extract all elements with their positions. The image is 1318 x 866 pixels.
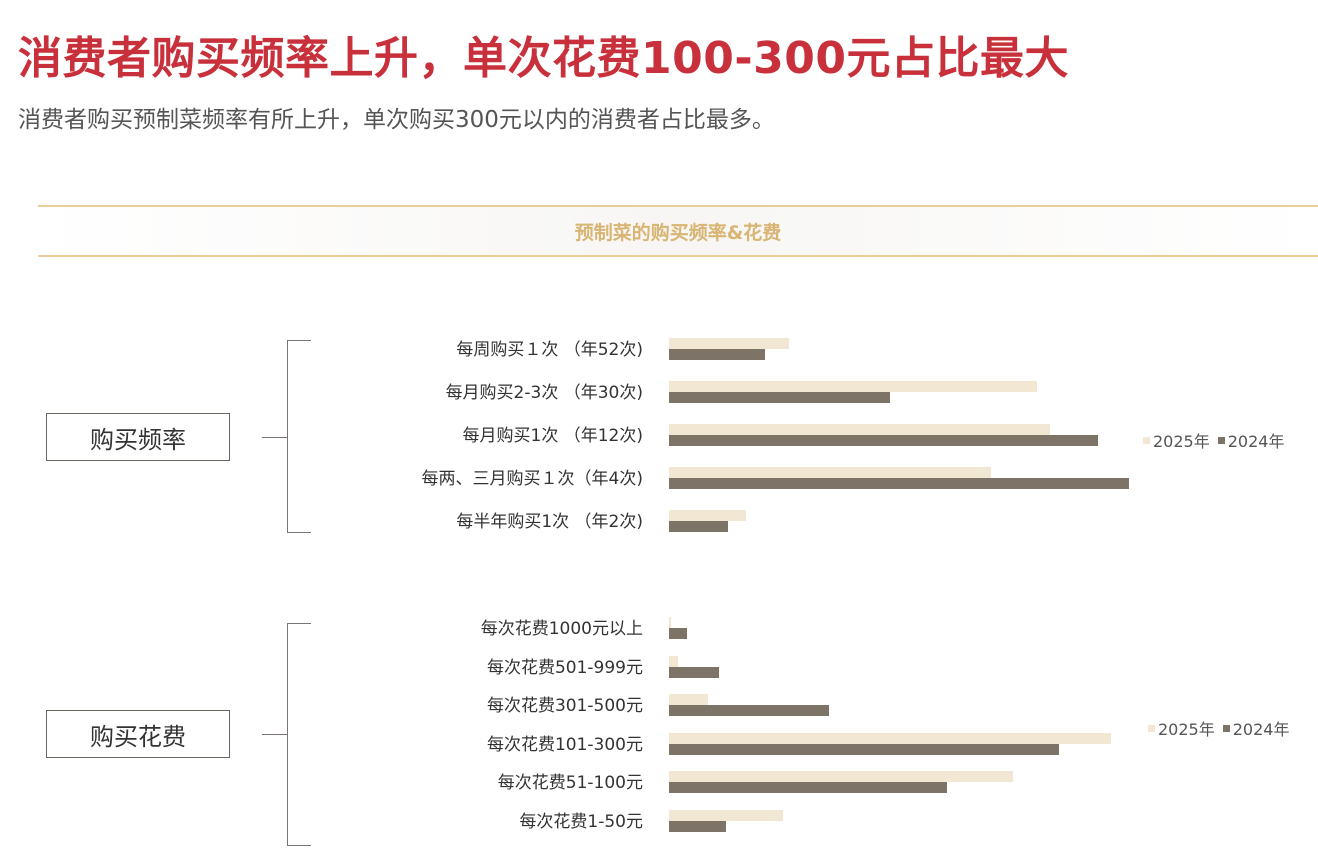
category-label: 每次花费501-999元 — [486, 657, 643, 678]
category-label: 每两、三月购买１次（年4次) — [421, 469, 643, 489]
bar-2025 — [669, 338, 790, 349]
legend-label: 2024年 — [1232, 720, 1290, 739]
banner-title: 预制菜的购买频率&花费 — [574, 221, 782, 244]
category-label: 每次花费301-500元 — [486, 696, 643, 717]
bracket-connector — [262, 734, 288, 735]
bar-2025 — [669, 771, 1013, 783]
bracket-line — [287, 623, 288, 845]
bar-2024 — [669, 666, 720, 678]
bracket-line — [287, 340, 288, 532]
bar-2024 — [669, 743, 1059, 755]
bar-2024 — [669, 392, 891, 403]
bar-2025 — [669, 655, 678, 667]
category-label: 每周购买１次 （年52次) — [456, 340, 643, 360]
legend-swatch — [1148, 724, 1155, 732]
bar-2024 — [669, 478, 1129, 489]
legend-label: 2025年 — [1153, 432, 1210, 451]
category-box: 购买花费 — [46, 710, 230, 758]
bar-2025 — [669, 617, 672, 628]
bracket-top-tick — [287, 623, 311, 624]
page-title: 消费者购买频率上升，单次花费100-300元占比最大 — [18, 33, 1069, 84]
chart-legend: 2025年 2024年 — [1143, 428, 1284, 452]
legend-swatch — [1222, 724, 1230, 732]
category-box: 购买频率 — [46, 413, 230, 461]
bar-2025 — [669, 732, 1112, 744]
bar-2024 — [669, 521, 729, 532]
bar-2024 — [669, 349, 766, 360]
bar-2024 — [669, 821, 726, 832]
category-label: 每次花费101-300元 — [486, 734, 643, 755]
bar-2025 — [669, 381, 1037, 392]
category-label: 每次花费1-50元 — [519, 812, 643, 832]
bar-2024 — [669, 705, 829, 717]
bracket-top-tick — [287, 340, 311, 341]
bar-2025 — [669, 424, 1051, 435]
chart-legend: 2025年 2024年 — [1148, 716, 1289, 740]
bar-2024 — [669, 628, 687, 639]
bar-2025 — [669, 810, 783, 821]
bracket-bottom-tick — [287, 845, 311, 846]
bracket-connector — [262, 437, 288, 438]
bar-2025 — [669, 510, 746, 521]
legend-swatch — [1143, 436, 1150, 444]
bar-2024 — [669, 435, 1099, 446]
bracket-bottom-tick — [287, 532, 311, 533]
category-label: 每次花费1000元以上 — [480, 619, 643, 639]
category-label: 每半年购买1次 （年2次) — [456, 512, 643, 532]
bar-2024 — [669, 782, 948, 794]
legend-label: 2025年 — [1158, 720, 1215, 739]
bar-2025 — [669, 467, 991, 478]
legend-label: 2024年 — [1227, 432, 1285, 451]
legend-swatch — [1217, 436, 1225, 444]
section-banner: 预制菜的购买频率&花费 — [38, 205, 1318, 257]
category-label: 每次花费51-100元 — [497, 773, 643, 794]
bar-2025 — [669, 694, 709, 706]
category-label: 每月购买1次 （年12次) — [462, 426, 643, 446]
page-subtitle: 消费者购买预制菜频率有所上升，单次购买300元以内的消费者占比最多。 — [18, 107, 775, 133]
category-label: 每月购买2-3次 （年30次) — [445, 383, 643, 403]
